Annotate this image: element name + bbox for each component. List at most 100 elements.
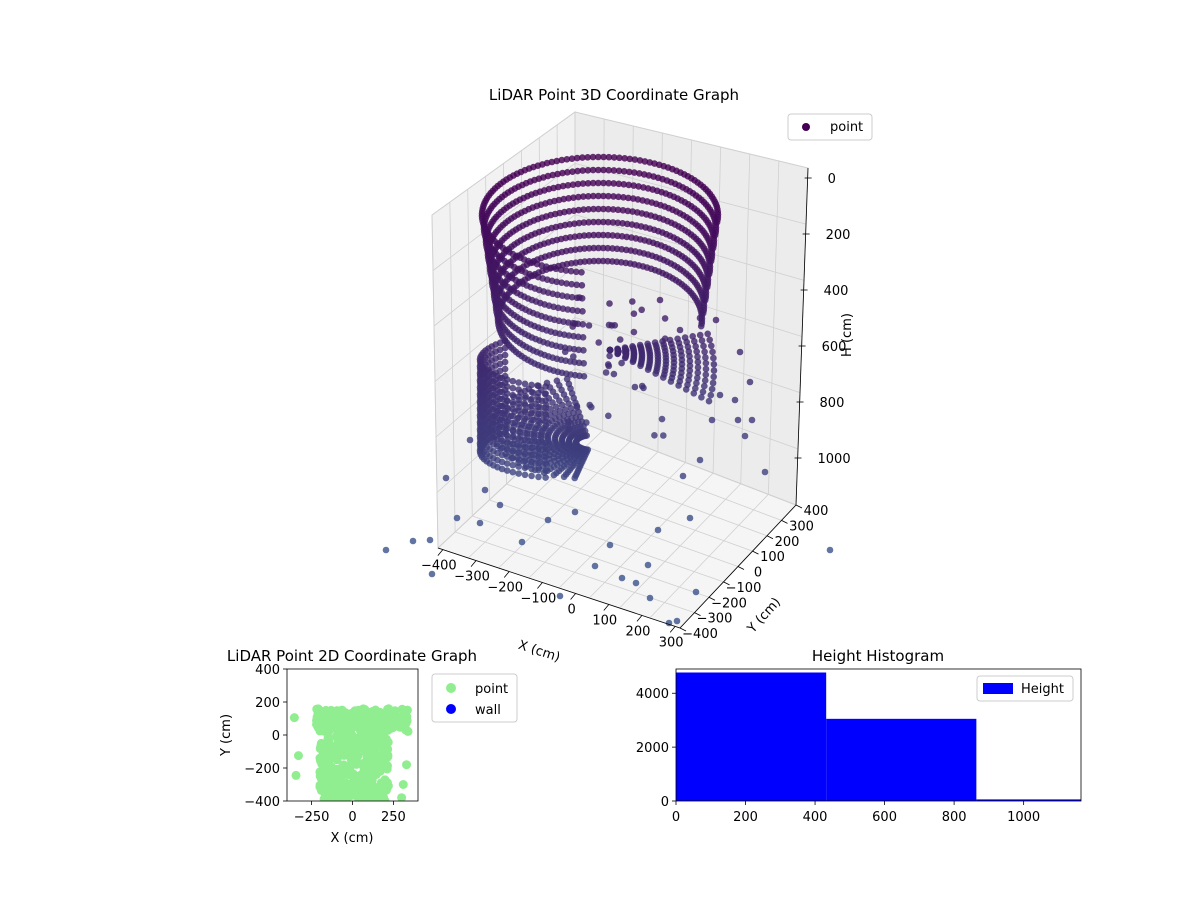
cloud-point — [595, 244, 602, 252]
z-axis-label-3d: H (cm) — [840, 313, 855, 357]
scatter-2d-point — [402, 760, 412, 770]
cloud-point — [509, 405, 517, 413]
cloud-point — [560, 473, 568, 481]
scatter-2d-point — [318, 774, 328, 783]
cloud-point — [496, 374, 504, 382]
cloud-point — [661, 315, 669, 322]
x-tick-label-histogram: 200 — [733, 810, 758, 825]
cloud-point — [503, 439, 511, 446]
cloud-point — [710, 361, 718, 368]
cloud-point — [595, 205, 602, 213]
cloud-point — [501, 414, 509, 422]
outlier-point — [708, 416, 716, 424]
scatter-2d-point — [397, 704, 407, 714]
cloud-point — [701, 348, 708, 356]
cloud-point — [542, 453, 549, 460]
cloud-point — [585, 206, 592, 213]
cloud-point — [620, 194, 627, 201]
scatter-2d-point — [330, 710, 340, 720]
cloud-point — [501, 400, 509, 408]
x-tick-label-3d: −300 — [454, 570, 490, 585]
cloud-point — [706, 336, 713, 344]
cloud-point — [702, 359, 710, 367]
cloud-point — [620, 168, 628, 175]
scatter-2d-point — [336, 716, 346, 726]
cloud-point — [615, 167, 623, 175]
cloud-point — [528, 388, 535, 396]
cloud-point — [701, 296, 709, 304]
cloud-point — [553, 377, 561, 385]
cloud-point — [579, 334, 587, 341]
cloud-point — [501, 379, 509, 387]
cloud-point — [590, 257, 598, 265]
cloud-point — [570, 353, 577, 360]
x-tick-3d — [669, 626, 676, 633]
cloud-point — [682, 386, 690, 393]
cloud-point — [535, 417, 542, 425]
scatter-2d-point — [293, 751, 303, 761]
cloud-point — [553, 157, 561, 165]
scatter-2d-point — [328, 753, 338, 763]
cloud-point — [616, 154, 623, 162]
cloud-point — [528, 458, 535, 466]
grid-line-left-z — [432, 163, 576, 271]
outlier-point — [686, 514, 694, 522]
cloud-point — [515, 470, 522, 477]
x-tick-label-histogram: 1000 — [1007, 810, 1040, 825]
outlier-point — [734, 416, 742, 424]
cloud-point — [605, 179, 612, 187]
outlier-point — [712, 316, 720, 324]
y-tick-label-3d: 100 — [760, 550, 785, 565]
y-tick-3d — [694, 612, 701, 616]
cloud-point — [565, 208, 573, 215]
cloud-point — [569, 168, 576, 175]
cloud-point — [609, 219, 617, 226]
cloud-point — [496, 381, 504, 389]
cloud-point — [580, 193, 587, 200]
cloud-point — [697, 322, 705, 330]
height-histogram: Height Histogram 0 200 400 600 800 1000 0 2000 4… — [636, 647, 1082, 825]
cloud-point — [528, 423, 535, 431]
cloud-point — [579, 154, 586, 161]
cloud-point — [621, 354, 629, 362]
outlier-point — [481, 486, 489, 494]
cloud-point — [509, 377, 517, 385]
cloud-point — [701, 382, 708, 390]
cloud-point — [509, 384, 517, 392]
cloud-point — [542, 383, 549, 390]
x-tick-label-3d: −400 — [421, 559, 457, 574]
cloud-point — [641, 158, 649, 165]
cloud-point — [528, 430, 535, 438]
cloud-point — [713, 218, 721, 226]
cloud-point — [609, 232, 616, 239]
y-tick-label-histogram: 4000 — [636, 687, 669, 702]
cloud-point — [503, 453, 511, 460]
cloud-point — [535, 424, 542, 432]
cloud-point — [686, 367, 694, 374]
cloud-point — [694, 353, 701, 361]
y-tick-3d — [737, 566, 745, 570]
histogram-title: Height Histogram — [812, 647, 944, 665]
scatter-2d-point — [364, 750, 373, 760]
grid-line-back-z — [574, 419, 797, 506]
cloud-point — [562, 267, 570, 274]
cloud-point — [651, 432, 658, 439]
y-tick-label-2d: −400 — [244, 795, 280, 810]
cloud-point — [616, 336, 624, 343]
cloud-point — [515, 442, 522, 449]
legend-histogram-swatch — [983, 683, 1013, 694]
cloud-point — [535, 431, 542, 439]
outlier-point — [496, 501, 504, 509]
y-tick-label-2d: −200 — [244, 762, 280, 777]
point-cloud-2d — [289, 704, 413, 801]
chart-2d-title: LiDAR Point 2D Coordinate Graph — [227, 647, 477, 665]
outlier-point — [696, 314, 704, 322]
outlier-point — [676, 326, 684, 334]
cloud-point — [576, 294, 583, 301]
y-tick-label-2d: 0 — [272, 729, 280, 744]
cloud-point — [578, 269, 585, 276]
cloud-point — [686, 352, 693, 360]
scatter-2d-point — [324, 795, 333, 801]
histogram-bars — [676, 672, 1081, 801]
cloud-point — [509, 447, 517, 455]
